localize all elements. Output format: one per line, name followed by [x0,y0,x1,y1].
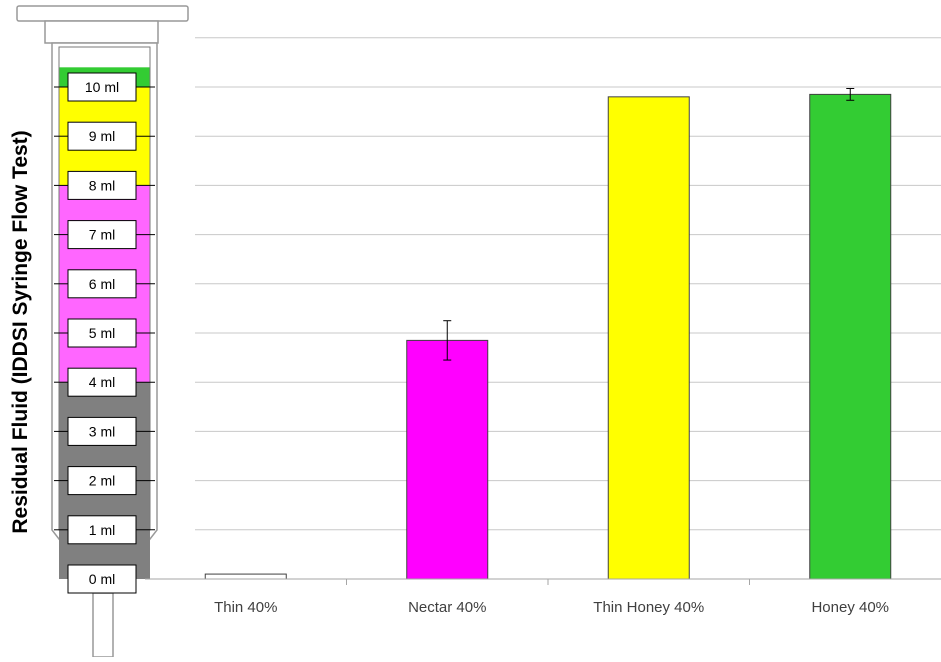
y-tick-label: 5 ml [89,325,115,341]
y-tick-label-box [67,416,137,446]
bar [406,339,489,580]
syringe-collar [44,20,159,44]
y-tick-label-box [67,269,137,299]
x-tick-label: Thin Honey 40% [593,599,704,616]
y-tick-label: 1 ml [89,522,115,538]
y-tick-label: 7 ml [89,227,115,243]
y-tick-label-box [67,121,137,151]
syringe-nozzle [92,592,114,658]
bar [809,93,892,580]
y-tick-label: 8 ml [89,177,115,193]
grid-layer [195,37,941,531]
y-tick-label-box [67,466,137,496]
y-tick-label: 10 ml [85,79,119,95]
y-tick-label-box [67,564,137,594]
bar-layer [204,87,892,580]
syringe-flange [16,5,189,22]
y-axis-title: Residual Fluid (IDDSI Syringe Flow Test) [9,130,32,533]
y-tick-label: 2 ml [89,473,115,489]
x-tick-label: Thin 40% [214,599,277,616]
y-tick-label: 3 ml [89,423,115,439]
bar [607,96,690,580]
y-tick-label: 4 ml [89,374,115,390]
syringe-graphic: 0 ml 1 ml 2 ml 3 ml 4 ml 5 ml 6 ml 7 ml 8 ml 9 ml… [16,5,189,658]
y-tick-label-box [67,318,137,348]
y-tick-label-box [67,220,137,250]
y-tick-label-box [67,367,137,397]
y-tick-label: 6 ml [89,276,115,292]
y-tick-label-box [67,72,137,102]
bar [204,573,287,580]
x-axis: Thin 40% Nectar 40% Thin Honey 40% Honey 40… [145,578,941,616]
y-tick-label-box [67,170,137,200]
x-tick-label: Nectar 40% [408,599,486,616]
x-tick-label: Honey 40% [811,599,889,616]
y-tick-label-box [67,515,137,545]
y-tick-label: 0 ml [89,571,115,587]
y-tick-label: 9 ml [89,128,115,144]
